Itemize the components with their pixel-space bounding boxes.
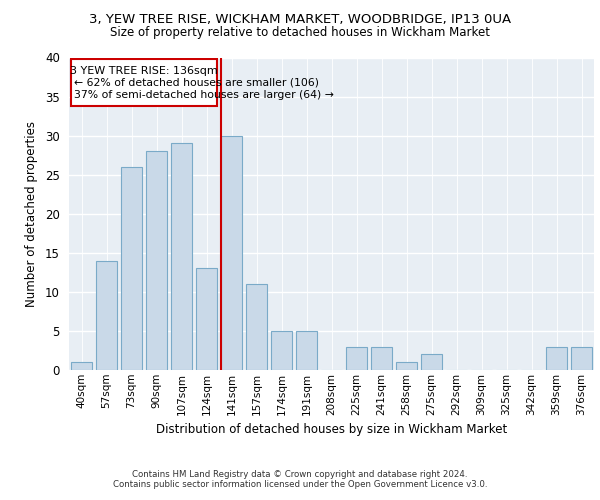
Y-axis label: Number of detached properties: Number of detached properties <box>25 120 38 306</box>
Text: Contains HM Land Registry data © Crown copyright and database right 2024.
Contai: Contains HM Land Registry data © Crown c… <box>113 470 487 489</box>
Text: ← 62% of detached houses are smaller (106): ← 62% of detached houses are smaller (10… <box>74 78 319 88</box>
Bar <box>271 331 292 370</box>
Bar <box>146 151 167 370</box>
Bar <box>421 354 442 370</box>
Text: 37% of semi-detached houses are larger (64) →: 37% of semi-detached houses are larger (… <box>74 90 334 101</box>
Bar <box>121 167 142 370</box>
Bar <box>396 362 417 370</box>
Bar <box>171 144 192 370</box>
Bar <box>346 346 367 370</box>
Bar <box>196 268 217 370</box>
Bar <box>296 331 317 370</box>
Text: 3 YEW TREE RISE: 136sqm: 3 YEW TREE RISE: 136sqm <box>70 66 218 76</box>
FancyBboxPatch shape <box>71 59 217 106</box>
Text: 3, YEW TREE RISE, WICKHAM MARKET, WOODBRIDGE, IP13 0UA: 3, YEW TREE RISE, WICKHAM MARKET, WOODBR… <box>89 12 511 26</box>
Bar <box>371 346 392 370</box>
Bar <box>546 346 567 370</box>
Text: Size of property relative to detached houses in Wickham Market: Size of property relative to detached ho… <box>110 26 490 39</box>
Bar <box>571 346 592 370</box>
Bar <box>71 362 92 370</box>
Bar <box>96 260 117 370</box>
Bar <box>221 136 242 370</box>
Bar <box>246 284 267 370</box>
X-axis label: Distribution of detached houses by size in Wickham Market: Distribution of detached houses by size … <box>156 423 507 436</box>
